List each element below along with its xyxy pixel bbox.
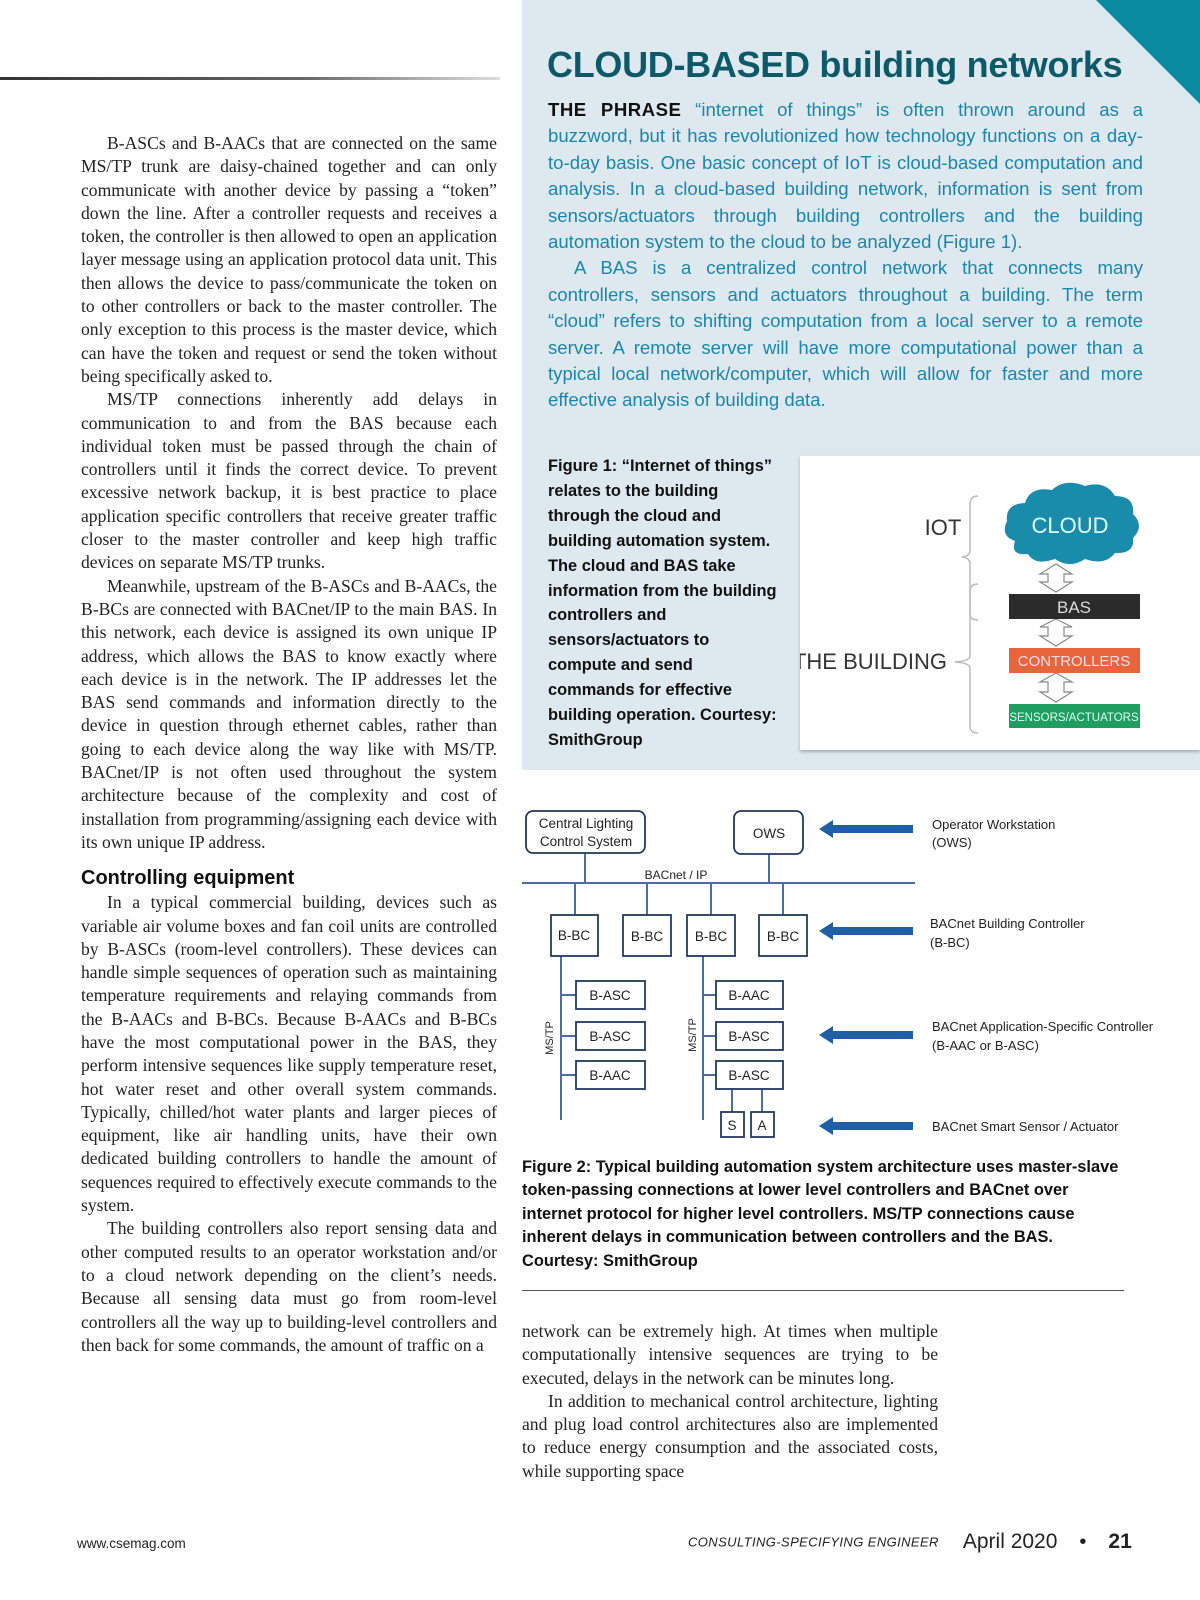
bbc-label: B-BC bbox=[695, 929, 728, 944]
footer-right: CONSULTING-SPECIFYING ENGINEER April 2020… bbox=[688, 1530, 1132, 1554]
left-column: B-ASCs and B-AACs that are connected on … bbox=[81, 132, 497, 1357]
right-column: network can be extremely high. At times … bbox=[522, 1320, 938, 1483]
divider bbox=[522, 1290, 1124, 1291]
bus-label: BACnet / IP bbox=[645, 868, 708, 882]
device-boxes bbox=[525, 810, 808, 1138]
legend-label: (B-AAC or B-ASC) bbox=[932, 1038, 1039, 1053]
paragraph: Meanwhile, upstream of the B-ASCs and B-… bbox=[81, 575, 497, 852]
controllers-bar bbox=[1009, 648, 1140, 673]
iot-label: IOT bbox=[925, 515, 962, 540]
legend-label: (OWS) bbox=[932, 835, 972, 850]
sensor-label: S bbox=[727, 1118, 736, 1133]
sidebar-title: CLOUD-BASED building networks bbox=[547, 44, 1123, 85]
bbc-label: B-BC bbox=[767, 929, 800, 944]
connection-lines bbox=[522, 853, 915, 1120]
trunk-label: MS/TP bbox=[687, 1018, 699, 1052]
paragraph: A BAS is a centralized control network t… bbox=[548, 257, 1143, 411]
bas-bar bbox=[1009, 594, 1140, 619]
legend-label: BACnet Building Controller bbox=[930, 916, 1085, 931]
controller-label: B-ASC bbox=[589, 988, 631, 1003]
figure1-image: IOT THE BUILDING CLOUD BAS CONTROLLERS S… bbox=[793, 456, 1200, 750]
paragraph: network can be extremely high. At times … bbox=[522, 1321, 938, 1388]
figure2-caption: Figure 2: Typical building automation sy… bbox=[522, 1158, 1119, 1270]
central-lighting-label: Central Lighting bbox=[539, 816, 634, 831]
controller-label: B-ASC bbox=[728, 1068, 770, 1083]
top-rule bbox=[0, 77, 500, 80]
controller-label: B-ASC bbox=[589, 1029, 631, 1044]
controller-label: B-AAC bbox=[589, 1068, 631, 1083]
paragraph: B-ASCs and B-AACs that are connected on … bbox=[81, 133, 497, 386]
trunk-label: MS/TP bbox=[544, 1021, 556, 1055]
section-heading: Controlling equipment bbox=[81, 867, 295, 890]
cloud-label: CLOUD bbox=[1031, 513, 1108, 538]
paragraph: In addition to mechanical control archit… bbox=[522, 1390, 938, 1481]
arrow-icons bbox=[819, 820, 913, 1135]
paragraph-text: “internet of things” is often thrown aro… bbox=[548, 99, 1143, 253]
bullet: • bbox=[1079, 1530, 1087, 1553]
lead-in: THE PHRASE bbox=[548, 99, 682, 120]
legend-label: Operator Workstation bbox=[932, 817, 1055, 832]
page-number: 21 bbox=[1108, 1530, 1132, 1553]
paragraph: MS/TP connections inherently add delays … bbox=[81, 389, 497, 573]
legend-label: (B-BC) bbox=[930, 935, 970, 950]
paragraph: THE PHRASE “internet of things” is often… bbox=[548, 97, 1143, 255]
bbc-label: B-BC bbox=[631, 929, 664, 944]
sensors-bar bbox=[1009, 704, 1140, 728]
controller-label: B-AAC bbox=[728, 988, 770, 1003]
paragraph: In a typical commercial building, device… bbox=[81, 892, 497, 1216]
double-arrow-icons bbox=[1037, 563, 1075, 703]
sidebar-body: THE PHRASE “internet of things” is often… bbox=[548, 97, 1143, 414]
issue-date: April 2020 bbox=[962, 1530, 1058, 1553]
paragraph: The building controllers also report sen… bbox=[81, 1218, 497, 1355]
central-lighting-label: Control System bbox=[540, 834, 632, 849]
controllers-label: CONTROLLERS bbox=[1018, 653, 1131, 670]
cloud-icon bbox=[1004, 482, 1139, 564]
bbc-label: B-BC bbox=[558, 928, 591, 943]
magazine-name: CONSULTING-SPECIFYING ENGINEER bbox=[688, 1534, 939, 1550]
legend-label: BACnet Smart Sensor / Actuator bbox=[932, 1119, 1119, 1134]
figure2-diagram: Central Lighting Control System OWS BACn… bbox=[510, 795, 1200, 1150]
figure1-caption: Figure 1: “Internet of things” relates t… bbox=[548, 457, 777, 749]
ows-label: OWS bbox=[753, 826, 785, 841]
bas-label: BAS bbox=[1057, 598, 1091, 617]
legend-label: BACnet Application-Specific Controller bbox=[932, 1019, 1154, 1034]
building-brace bbox=[954, 583, 979, 734]
sensors-label: SENSORS/ACTUATORS bbox=[1009, 712, 1139, 724]
controller-label: B-ASC bbox=[728, 1029, 770, 1044]
footer-website: www.csemag.com bbox=[77, 1536, 186, 1551]
building-label: THE BUILDING bbox=[800, 649, 947, 674]
actuator-label: A bbox=[757, 1118, 766, 1133]
